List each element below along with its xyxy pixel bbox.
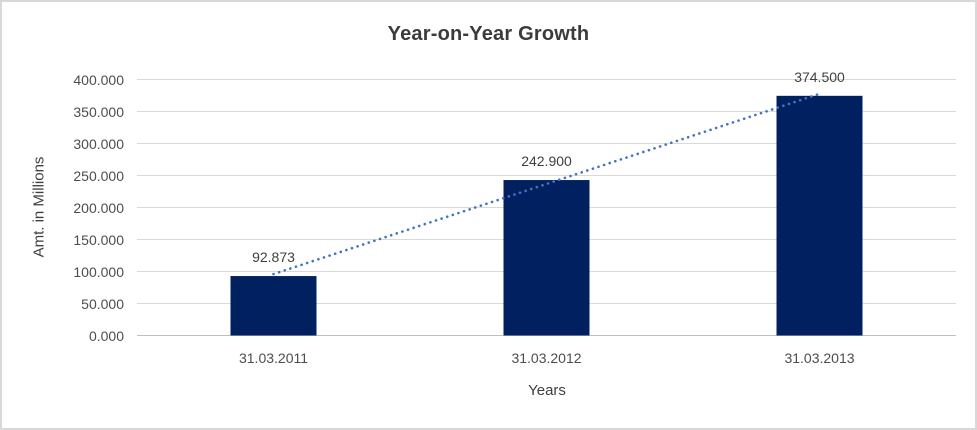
x-tick-label: 31.03.2013	[784, 350, 855, 366]
y-tick-label: 300.000	[73, 135, 124, 152]
y-tick-label: 200.000	[73, 199, 124, 216]
x-axis-title: Years	[528, 382, 566, 399]
bar	[230, 276, 317, 336]
bar	[776, 95, 863, 336]
bar-data-label: 242.900	[521, 153, 572, 170]
x-tick-label: 31.03.2012	[511, 350, 582, 366]
y-tick-label: 150.000	[73, 231, 124, 248]
trendline	[272, 92, 821, 276]
y-tick-label: 0.000	[88, 327, 124, 344]
bar-data-label: 374.500	[794, 68, 845, 85]
bar-data-label: 92.873	[252, 249, 295, 266]
y-tick-label: 400.000	[73, 71, 124, 88]
y-tick-label: 50.000	[81, 295, 124, 312]
chart-title: Year-on-Year Growth	[387, 23, 590, 45]
y-tick-label: 100.000	[73, 263, 124, 280]
y-tick-label: 350.000	[73, 103, 124, 120]
bar	[503, 180, 590, 336]
y-tick-label: 250.000	[73, 167, 124, 184]
x-tick-label: 31.03.2011	[238, 350, 309, 366]
